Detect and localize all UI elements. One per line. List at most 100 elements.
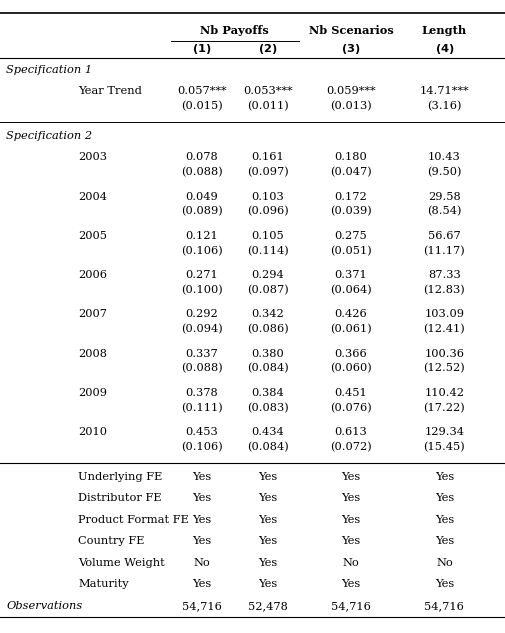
Text: 0.121: 0.121 [186,231,218,241]
Text: Yes: Yes [192,515,212,525]
Text: 2006: 2006 [78,270,107,280]
Text: 0.294: 0.294 [251,270,284,280]
Text: 0.180: 0.180 [335,153,367,162]
Text: (0.089): (0.089) [181,206,223,216]
Text: Yes: Yes [258,558,277,568]
Text: Yes: Yes [341,472,361,482]
Text: 0.271: 0.271 [186,270,218,280]
Text: 2007: 2007 [78,310,107,319]
Text: (3.16): (3.16) [427,101,462,111]
Text: Product Format FE: Product Format FE [78,515,189,525]
Text: (0.094): (0.094) [181,324,223,334]
Text: 129.34: 129.34 [424,427,465,437]
Text: (8.54): (8.54) [427,206,462,216]
Text: Yes: Yes [435,493,454,503]
Text: 0.053***: 0.053*** [243,86,292,96]
Text: 54,716: 54,716 [182,601,222,611]
Text: Yes: Yes [258,579,277,589]
Text: 100.36: 100.36 [424,349,465,358]
Text: (0.061): (0.061) [330,324,372,334]
Text: (0.051): (0.051) [330,246,372,256]
Text: (9.50): (9.50) [427,167,462,177]
Text: (0.060): (0.060) [330,363,372,373]
Text: (0.072): (0.072) [330,442,372,452]
Text: Yes: Yes [192,579,212,589]
Text: Underlying FE: Underlying FE [78,472,163,482]
Text: (0.015): (0.015) [181,101,223,111]
Text: (0.087): (0.087) [247,285,288,295]
Text: Year Trend: Year Trend [78,86,142,96]
Text: (0.106): (0.106) [181,442,223,452]
Text: Yes: Yes [341,515,361,525]
Text: 2009: 2009 [78,388,107,398]
Text: Yes: Yes [192,493,212,503]
Text: (0.013): (0.013) [330,101,372,111]
Text: (0.096): (0.096) [247,206,288,216]
Text: Yes: Yes [258,472,277,482]
Text: (17.22): (17.22) [424,403,465,413]
Text: (0.047): (0.047) [330,167,372,177]
Text: 2003: 2003 [78,153,107,162]
Text: 0.384: 0.384 [251,388,284,398]
Text: 0.161: 0.161 [251,153,284,162]
Text: 56.67: 56.67 [428,231,461,241]
Text: No: No [342,558,360,568]
Text: 0.292: 0.292 [186,310,218,319]
Text: (0.097): (0.097) [247,167,288,177]
Text: Yes: Yes [258,515,277,525]
Text: (0.011): (0.011) [247,101,288,111]
Text: 0.371: 0.371 [335,270,367,280]
Text: Length: Length [422,25,467,36]
Text: Yes: Yes [258,536,277,546]
Text: 2004: 2004 [78,192,107,201]
Text: $\mathbf{(2)}$: $\mathbf{(2)}$ [258,42,277,56]
Text: Yes: Yes [192,536,212,546]
Text: (0.088): (0.088) [181,363,223,373]
Text: (12.83): (12.83) [424,285,465,295]
Text: No: No [193,558,211,568]
Text: (0.100): (0.100) [181,285,223,295]
Text: Observations: Observations [6,601,82,611]
Text: 0.426: 0.426 [335,310,367,319]
Text: (0.086): (0.086) [247,324,288,334]
Text: 2010: 2010 [78,427,107,437]
Text: (12.52): (12.52) [424,363,465,373]
Text: 87.33: 87.33 [428,270,461,280]
Text: Yes: Yes [435,515,454,525]
Text: (0.039): (0.039) [330,206,372,216]
Text: $\mathbf{(4)}$: $\mathbf{(4)}$ [435,42,454,56]
Text: (0.084): (0.084) [247,363,288,373]
Text: 0.453: 0.453 [186,427,218,437]
Text: 0.342: 0.342 [251,310,284,319]
Text: Country FE: Country FE [78,536,144,546]
Text: 0.337: 0.337 [186,349,218,358]
Text: Yes: Yes [341,579,361,589]
Text: 0.380: 0.380 [251,349,284,358]
Text: Yes: Yes [341,493,361,503]
Text: (0.106): (0.106) [181,246,223,256]
Text: 14.71***: 14.71*** [420,86,469,96]
Text: Specification 2: Specification 2 [6,131,92,141]
Text: 0.434: 0.434 [251,427,284,437]
Text: 0.049: 0.049 [186,192,218,201]
Text: (0.111): (0.111) [181,403,223,413]
Text: 10.43: 10.43 [428,153,461,162]
Text: Yes: Yes [435,472,454,482]
Text: (0.083): (0.083) [247,403,288,413]
Text: 0.366: 0.366 [335,349,367,358]
Text: $\mathbf{(3)}$: $\mathbf{(3)}$ [341,42,361,56]
Text: 0.275: 0.275 [335,231,367,241]
Text: $\mathbf{(1)}$: $\mathbf{(1)}$ [192,42,212,56]
Text: No: No [436,558,453,568]
Text: (0.064): (0.064) [330,285,372,295]
Text: (11.17): (11.17) [424,246,465,256]
Text: Nb Scenarios: Nb Scenarios [309,25,393,36]
Text: Yes: Yes [435,536,454,546]
Text: (15.45): (15.45) [424,442,465,452]
Text: 103.09: 103.09 [424,310,465,319]
Text: Distributor FE: Distributor FE [78,493,162,503]
Text: 2005: 2005 [78,231,107,241]
Text: 0.451: 0.451 [335,388,367,398]
Text: 29.58: 29.58 [428,192,461,201]
Text: Yes: Yes [192,472,212,482]
